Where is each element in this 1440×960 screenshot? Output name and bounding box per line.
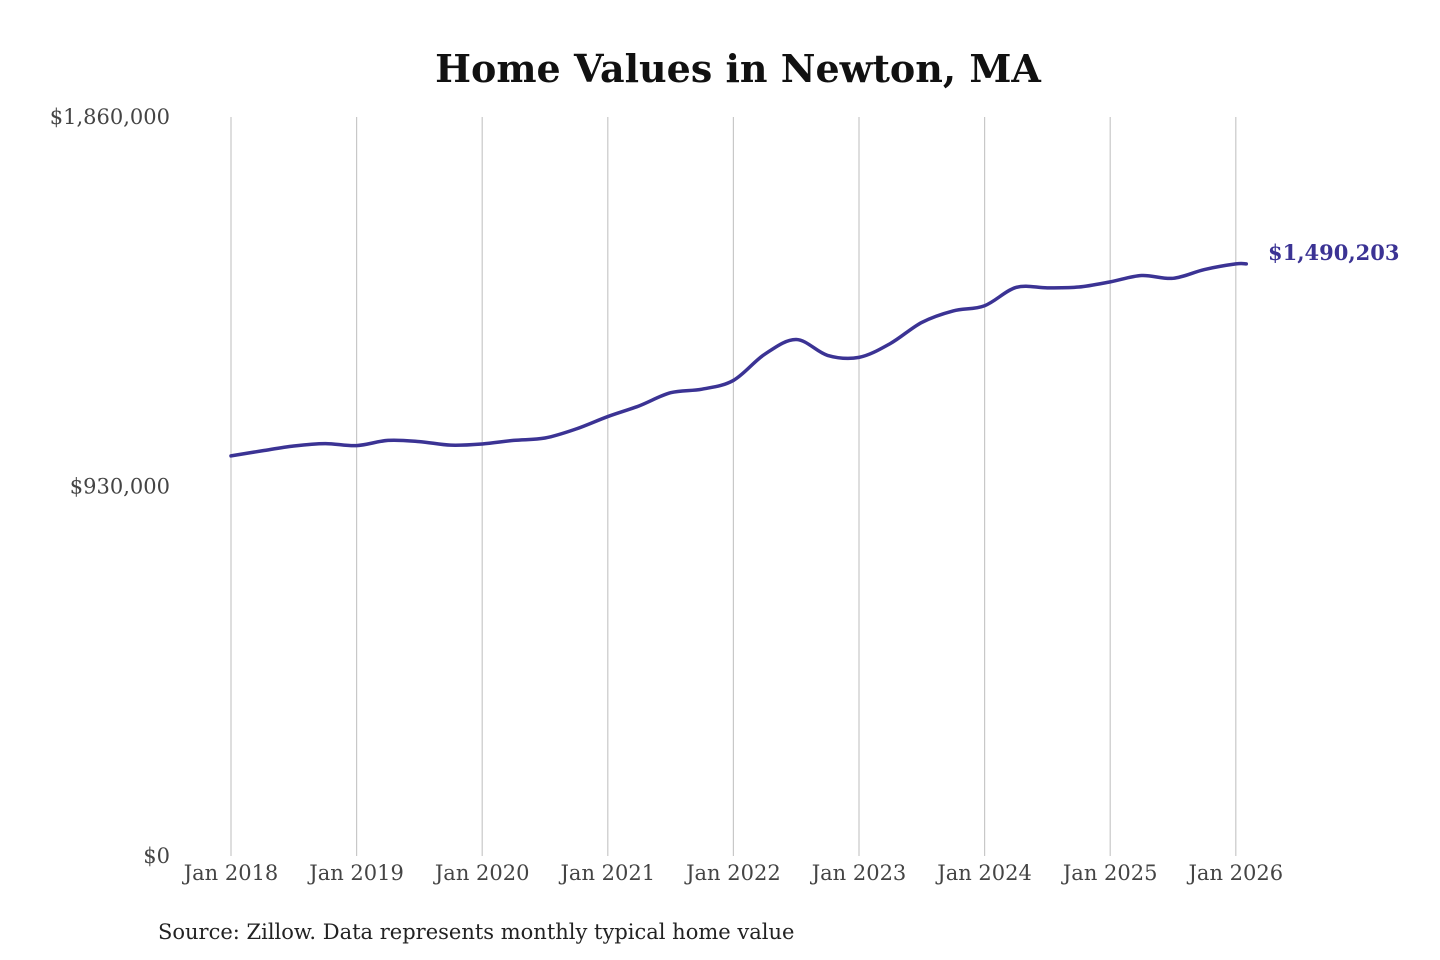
- y-tick-label: $1,860,000: [50, 105, 170, 129]
- x-axis-ticks: Jan 2018 Jan 2019 Jan 2020 Jan 2021 Jan 2022…: [182, 861, 1283, 885]
- x-tick-label: Jan 2022: [684, 861, 781, 885]
- source-note: Source: Zillow. Data represents monthly …: [158, 920, 794, 944]
- x-tick-label: Jan 2026: [1187, 861, 1284, 885]
- x-tick-label: Jan 2025: [1061, 861, 1158, 885]
- x-tick-label: Jan 2020: [433, 861, 530, 885]
- x-tick-label: Jan 2019: [307, 861, 404, 885]
- x-tick-label: Jan 2018: [182, 861, 279, 885]
- y-tick-label: $930,000: [70, 475, 170, 499]
- x-tick-label: Jan 2023: [810, 861, 907, 885]
- chart-title: Home Values in Newton, MA: [435, 46, 1041, 91]
- y-axis-ticks: $0 $930,000 $1,860,000: [50, 105, 170, 868]
- series-layer: [229, 261, 1249, 458]
- x-tick-label: Jan 2021: [559, 861, 656, 885]
- y-tick-label: $0: [143, 844, 170, 868]
- series-line: [229, 261, 1249, 458]
- gridlines: [230, 117, 1237, 856]
- end-value-label: $1,490,203: [1268, 240, 1400, 265]
- x-tick-label: Jan 2024: [935, 861, 1032, 885]
